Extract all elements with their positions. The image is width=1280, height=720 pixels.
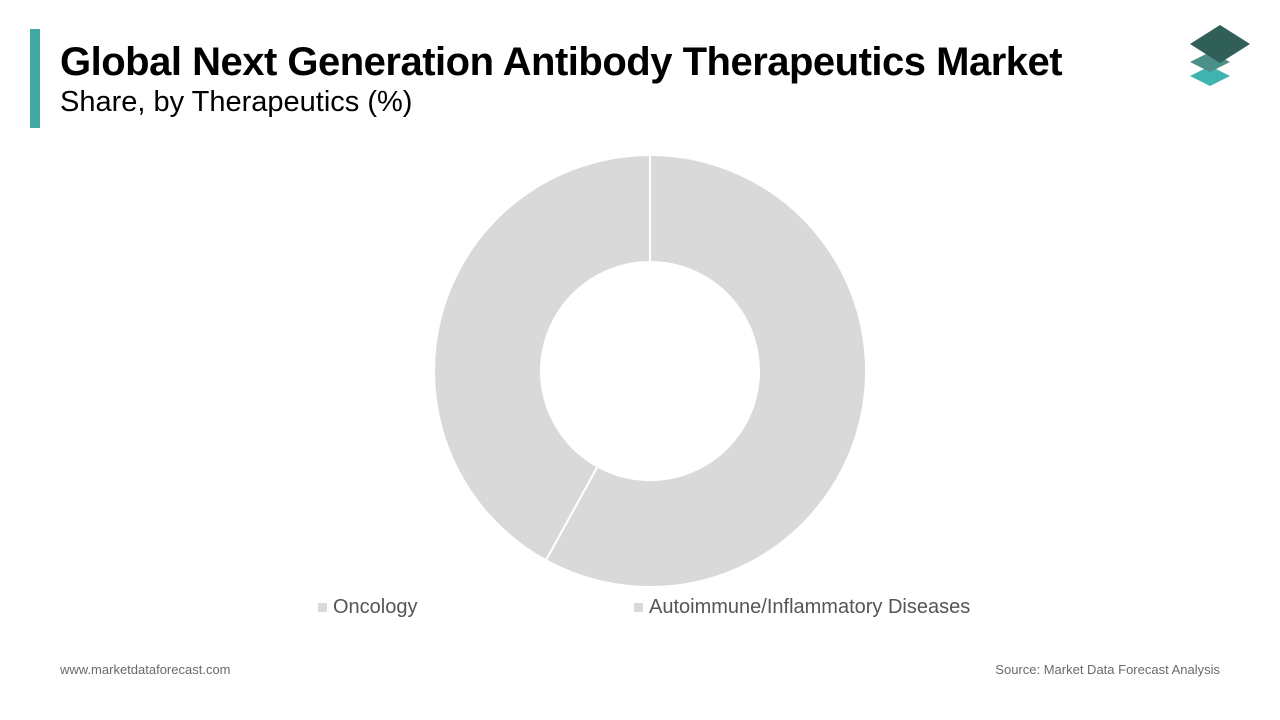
legend-swatch-oncology (318, 602, 327, 612)
donut-slice-autoimmune-inflammatory-diseases (433, 153, 651, 562)
footer-source: Source: Market Data Forecast Analysis (995, 662, 1220, 677)
legend-swatch-autoimmune (634, 602, 643, 612)
stacked-layers-icon (1190, 25, 1250, 86)
title-accent-bar (30, 29, 40, 128)
donut-slice-oncology (544, 153, 867, 588)
chart-title: Global Next Generation Antibody Therapeu… (60, 40, 1063, 84)
legend-item-oncology: Oncology (318, 594, 418, 620)
footer-website: www.marketdataforecast.com (60, 662, 231, 677)
legend-label-oncology: Oncology (333, 595, 418, 618)
donut-slices (433, 153, 867, 588)
chart-subtitle: Share, by Therapeutics (%) (60, 86, 413, 118)
legend-label-autoimmune: Autoimmune/Inflammatory Diseases (649, 595, 971, 618)
legend-item-autoimmune: Autoimmune/Inflammatory Diseases (634, 594, 970, 620)
